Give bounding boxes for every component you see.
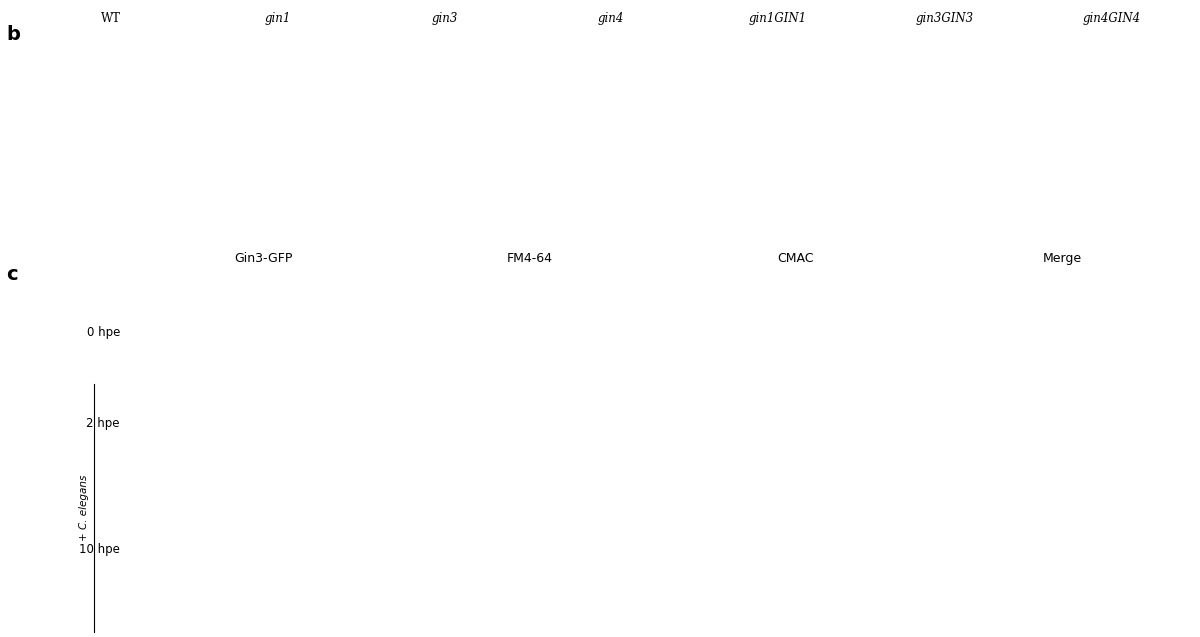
Text: 2 hpe: 2 hpe: [86, 417, 120, 431]
Text: b: b: [6, 25, 20, 44]
Text: Merge: Merge: [1043, 252, 1081, 265]
Text: Gin3-GFP: Gin3-GFP: [234, 252, 293, 265]
Text: WT: WT: [101, 12, 121, 25]
Text: FM4-64: FM4-64: [506, 252, 552, 265]
Text: gin3GIN3: gin3GIN3: [916, 12, 973, 25]
Text: gin1: gin1: [264, 12, 290, 25]
Text: gin4GIN4: gin4GIN4: [1082, 12, 1140, 25]
Text: gin4: gin4: [598, 12, 624, 25]
Text: 10 hpe: 10 hpe: [79, 543, 120, 555]
Text: CMAC: CMAC: [778, 252, 814, 265]
Text: 0 hpe: 0 hpe: [86, 326, 120, 339]
Text: + C. elegans: + C. elegans: [79, 475, 89, 541]
Text: c: c: [6, 265, 18, 284]
Text: gin3: gin3: [431, 12, 457, 25]
Text: gin1GIN1: gin1GIN1: [749, 12, 806, 25]
